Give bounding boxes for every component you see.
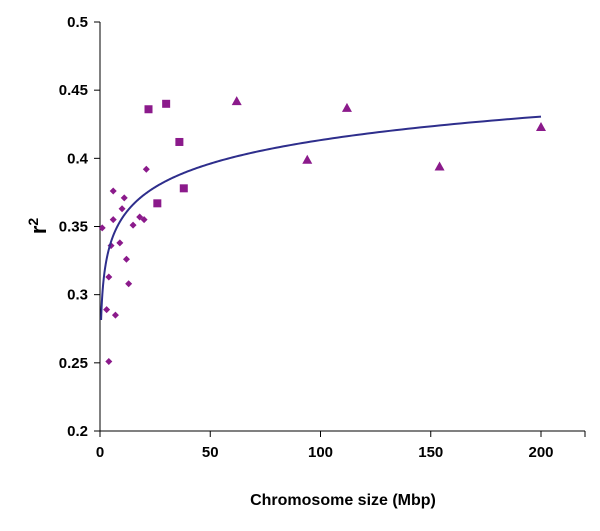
y-tick-label: 0.2 xyxy=(67,423,88,440)
data-point-diamond-2 xyxy=(105,273,113,281)
y-tick-label: 0.5 xyxy=(67,14,88,31)
data-point-square-0 xyxy=(144,105,153,114)
y-axis-title: r2 xyxy=(25,218,51,235)
data-point-diamond-16 xyxy=(142,165,150,173)
x-tick-label: 100 xyxy=(308,444,333,461)
data-point-square-2 xyxy=(162,99,171,108)
data-point-square-4 xyxy=(179,184,188,193)
data-point-diamond-6 xyxy=(109,187,117,195)
x-tick-label: 50 xyxy=(202,444,219,461)
data-point-diamond-12 xyxy=(125,280,133,288)
data-point-triangle-1 xyxy=(302,154,313,164)
y-axis-title-superscript: 2 xyxy=(25,218,41,226)
x-tick-label: 200 xyxy=(528,444,553,461)
data-markers xyxy=(98,96,546,365)
x-tick-label: 150 xyxy=(418,444,443,461)
data-point-diamond-11 xyxy=(122,255,130,263)
x-tick-label: 0 xyxy=(96,444,104,461)
y-tick-label: 0.25 xyxy=(59,355,88,372)
trend-line xyxy=(100,115,542,320)
data-point-square-1 xyxy=(153,199,162,208)
data-point-diamond-3 xyxy=(105,357,113,365)
data-point-diamond-13 xyxy=(129,221,137,229)
data-point-triangle-2 xyxy=(341,102,352,112)
data-point-diamond-0 xyxy=(98,224,106,232)
data-point-triangle-3 xyxy=(434,161,445,171)
y-axis-title-main: r xyxy=(26,225,51,234)
data-point-diamond-8 xyxy=(116,239,124,247)
data-point-diamond-14 xyxy=(136,213,144,221)
data-point-diamond-10 xyxy=(120,194,128,202)
data-point-diamond-1 xyxy=(103,306,111,314)
y-tick-label: 0.3 xyxy=(67,287,88,304)
data-point-diamond-5 xyxy=(109,216,117,224)
y-axis-ticks: 0.2 0.25 0.3 0.35 0.4 0.45 0.5 xyxy=(59,14,100,440)
data-point-diamond-15 xyxy=(140,216,148,224)
data-point-diamond-7 xyxy=(111,311,119,319)
x-axis-title: Chromosome size (Mbp) xyxy=(250,492,436,509)
x-axis-ticks: 0 50 100 150 200 xyxy=(96,431,586,461)
data-point-diamond-9 xyxy=(118,205,126,213)
y-tick-label: 0.4 xyxy=(67,150,89,167)
plot-area: 0.2 0.25 0.3 0.35 0.4 0.45 0.5 0 50 100 150 200 xyxy=(59,14,586,461)
data-point-triangle-4 xyxy=(536,121,546,131)
data-point-square-3 xyxy=(175,137,184,146)
y-tick-label: 0.35 xyxy=(59,219,88,236)
data-point-triangle-0 xyxy=(231,96,242,106)
y-tick-label: 0.45 xyxy=(59,82,88,99)
